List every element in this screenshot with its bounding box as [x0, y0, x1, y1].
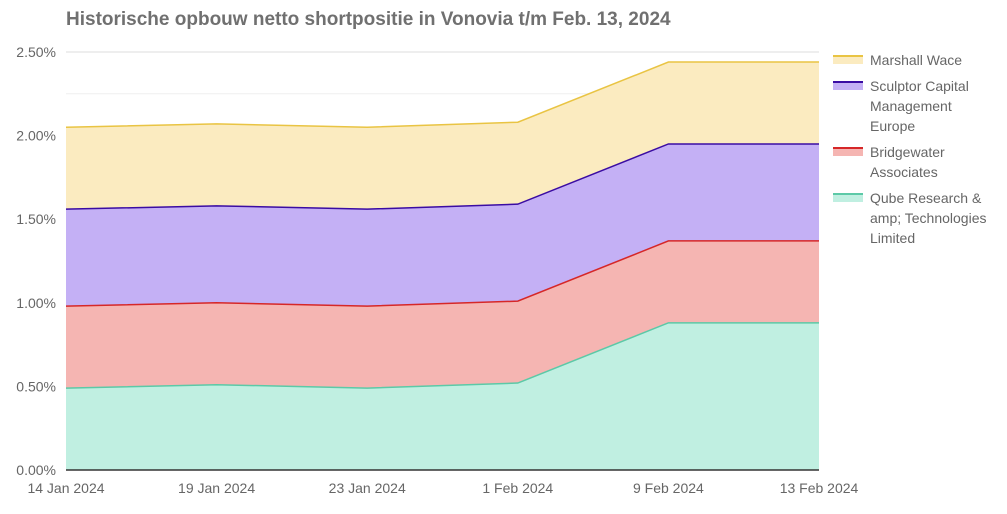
- legend-swatch: [833, 81, 863, 90]
- x-tick-label: 23 Jan 2024: [329, 480, 406, 496]
- x-tick-label: 9 Feb 2024: [633, 480, 704, 496]
- x-tick-label: 1 Feb 2024: [482, 480, 553, 496]
- legend-label: Sculptor Capital Management Europe: [870, 78, 969, 134]
- y-tick-label: 1.50%: [16, 211, 56, 227]
- line-series-3: [65, 61, 819, 128]
- legend-label: Bridgewater Associates: [870, 144, 945, 180]
- legend: Marshall Wace Sculptor Capital Management…: [833, 50, 1003, 254]
- line-series-0: [65, 322, 819, 389]
- area-layer: [66, 62, 819, 470]
- legend-item[interactable]: Sculptor Capital Management Europe: [833, 76, 1003, 136]
- legend-item[interactable]: Marshall Wace: [833, 50, 1003, 70]
- y-tick-label: 2.50%: [16, 44, 56, 60]
- x-tick-label: 14 Jan 2024: [27, 480, 104, 496]
- x-tick-label: 19 Jan 2024: [178, 480, 255, 496]
- legend-swatch: [833, 193, 863, 202]
- line-series-1: [65, 240, 819, 307]
- area-series-1: [66, 240, 819, 389]
- line-series-2: [65, 143, 819, 210]
- y-tick-label: 2.00%: [16, 128, 56, 144]
- legend-label: Qube Research & amp; Technologies Limite…: [870, 190, 987, 246]
- legend-item[interactable]: Bridgewater Associates: [833, 142, 1003, 182]
- area-series-0: [66, 322, 819, 470]
- legend-item[interactable]: Qube Research & amp; Technologies Limite…: [833, 188, 1003, 248]
- y-tick-label: 1.00%: [16, 295, 56, 311]
- legend-swatch: [833, 55, 863, 64]
- legend-label: Marshall Wace: [870, 52, 963, 68]
- x-tick-label: 13 Feb 2024: [780, 480, 859, 496]
- chart-title: Historische opbouw netto shortpositie in…: [66, 9, 671, 30]
- legend-swatch: [833, 147, 863, 156]
- line-layer: [65, 61, 819, 389]
- area-series-3: [66, 62, 819, 210]
- y-tick-label: 0.00%: [16, 462, 56, 478]
- area-series-2: [66, 143, 819, 307]
- y-tick-label: 0.50%: [16, 378, 56, 394]
- label-layer: 0.00% 0.50% 1.00% 1.50% 2.00% 2.50% 14 Jan 202…: [16, 44, 858, 496]
